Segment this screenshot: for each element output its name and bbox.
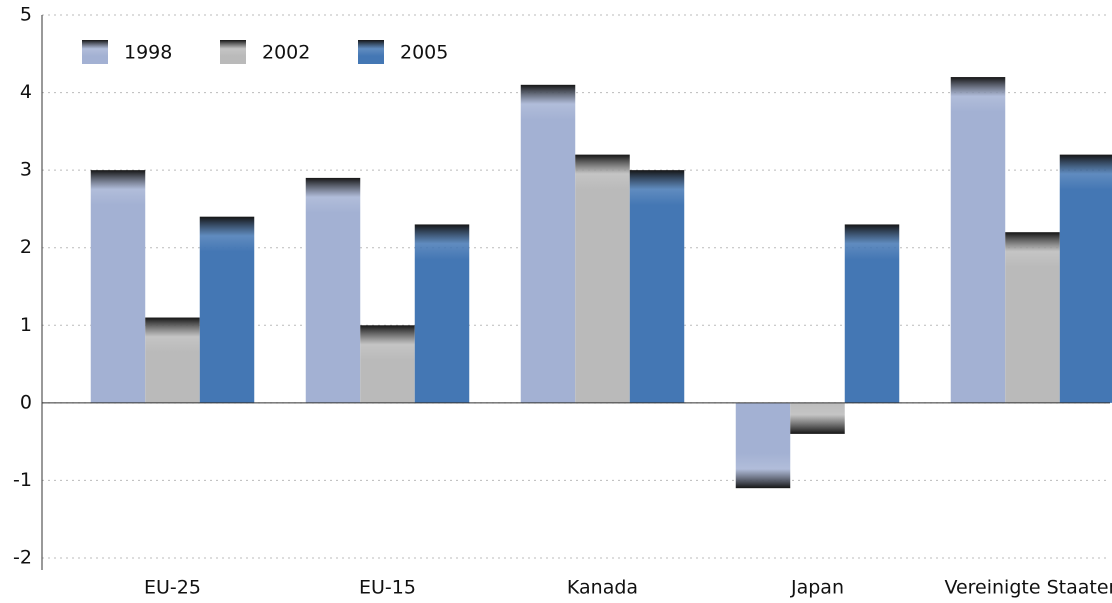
- legend-label: 2002: [262, 42, 310, 64]
- x-tick-label: Japan: [790, 577, 844, 599]
- y-tick-label: -1: [13, 469, 32, 491]
- bar: [844, 224, 900, 403]
- x-tick-label: Vereinigte Staaten: [944, 577, 1112, 599]
- bar: [1005, 232, 1060, 403]
- bar: [90, 170, 146, 403]
- bar: [629, 170, 685, 403]
- x-tick-label: EU-15: [359, 577, 416, 599]
- bar: [360, 325, 415, 403]
- bar: [1059, 154, 1112, 403]
- bar: [414, 224, 470, 403]
- y-tick-label: 3: [20, 159, 32, 181]
- y-tick-label: -2: [13, 547, 32, 569]
- legend-label: 2005: [400, 42, 448, 64]
- y-tick-label: 2: [20, 236, 32, 258]
- bar: [735, 402, 791, 489]
- x-tick-label: Kanada: [567, 577, 638, 599]
- y-tick-label: 1: [20, 314, 32, 336]
- y-tick-label: 4: [20, 81, 32, 103]
- bar: [520, 84, 576, 403]
- y-tick-label: 0: [20, 391, 32, 413]
- legend-swatch: [82, 40, 108, 64]
- bar: [305, 177, 361, 403]
- y-tick-label: 5: [20, 4, 32, 26]
- legend-swatch: [358, 40, 384, 64]
- legend-swatch: [220, 40, 246, 64]
- bar: [199, 216, 255, 403]
- bar: [790, 402, 845, 434]
- bar: [950, 77, 1006, 403]
- bar: [575, 154, 630, 403]
- x-tick-label: EU-25: [144, 577, 201, 599]
- legend-label: 1998: [124, 42, 172, 64]
- bar: [145, 317, 200, 403]
